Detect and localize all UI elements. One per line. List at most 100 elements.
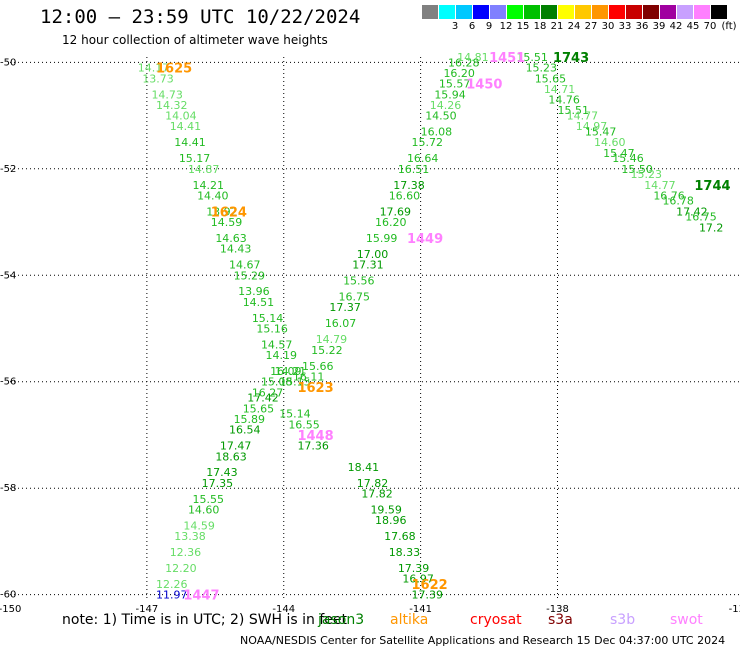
wave-height-label: 15.50 (621, 163, 653, 176)
legend-swatch (507, 5, 523, 19)
wave-height-label: 15.65 (243, 402, 275, 415)
wave-height-label: 17.42 (676, 205, 708, 218)
wave-height-label: 17.00 (357, 248, 389, 261)
wave-height-label: 14.57 (261, 338, 293, 351)
wave-height-label: 15.51 (558, 104, 590, 117)
wave-height-label: 16.28 (448, 56, 480, 69)
wave-height-label: 13.92 (206, 205, 238, 218)
note-text: note: 1) Time is in UTC; 2) SWH is in fe… (62, 612, 347, 628)
wave-height-label: 15.99 (366, 232, 398, 245)
wave-height-label: 16.75 (685, 211, 717, 224)
wave-height-map[interactable]: -150 -147 -144 -141 -138 -134 -50 -52 -54 -56 -58 -… (0, 0, 740, 612)
legend-swatch (643, 5, 659, 19)
pass-time-label: 1744 (694, 179, 730, 194)
wave-height-label: 17.68 (384, 530, 416, 543)
legend-swatch (456, 5, 472, 19)
wave-height-label: 16.51 (398, 163, 430, 176)
wave-height-label: 19.59 (370, 504, 402, 517)
wave-height-label: 17.35 (202, 477, 234, 490)
wave-height-label: 13.73 (142, 72, 174, 85)
wave-height-label: 17.82 (357, 477, 389, 490)
wave-height-label: 14.41 (174, 136, 206, 149)
wave-height-label: 16.27 (252, 386, 284, 399)
wave-height-label: 18.63 (215, 450, 247, 463)
wave-height-label: 14.51 (243, 296, 275, 309)
wave-height-label: 16.11 (293, 370, 325, 383)
wave-height-label: 14.50 (425, 110, 457, 123)
legend-swatch (490, 5, 506, 19)
legend-swatch (439, 5, 455, 19)
legend-swatch (626, 5, 642, 19)
wave-height-label: 14.40 (197, 189, 229, 202)
legend-swatch (711, 5, 727, 19)
wave-height-label: 15.14 (252, 312, 284, 325)
wave-height-label: 18.33 (389, 546, 421, 559)
wave-height-label: 15.55 (193, 493, 225, 506)
wave-height-label: 18.96 (375, 514, 407, 527)
wave-height-label: 16.75 (339, 291, 371, 304)
wave-height-label: 17.31 (352, 259, 384, 272)
footer-credit: NOAA/NESDIS Center for Satellite Applica… (240, 634, 726, 647)
legend-label: 70 (703, 21, 717, 32)
wave-height-label: 14.97 (576, 120, 608, 133)
wave-height-label: 15.94 (434, 88, 466, 101)
satellite-name-swot: swot (670, 612, 703, 628)
wave-height-label: 14.21 (275, 365, 307, 378)
wave-height-label: 14.79 (316, 333, 348, 346)
wave-height-label: 14.59 (211, 216, 243, 229)
lat-tick-label: -52 (0, 164, 16, 175)
wave-height-label: 11.97 (156, 589, 188, 602)
legend-swatch (558, 5, 574, 19)
wave-height-label: 14.26 (430, 99, 462, 112)
wave-height-label: 16.08 (421, 126, 453, 139)
wave-height-label: 14.17 (138, 62, 170, 75)
legend-label: 42 (669, 21, 683, 32)
lat-tick-label: -50 (0, 57, 16, 68)
legend-label: 33 (618, 21, 632, 32)
legend-swatch (541, 5, 557, 19)
wave-height-label: 16.20 (443, 67, 475, 80)
wave-height-label: 14.21 (193, 179, 225, 192)
wave-height-label: 13.96 (238, 285, 270, 298)
lat-tick-label: -54 (0, 270, 16, 281)
note-label: note: 1) Time is in UTC; 2) SWH is in fe… (62, 612, 348, 628)
lon-tick-label: -141 (409, 604, 432, 612)
wave-height-label: 16.78 (662, 195, 694, 208)
pass-time-label: 1743 (553, 51, 589, 66)
map-grid (10, 57, 740, 600)
wave-height-label: 15.57 (439, 78, 471, 91)
satellite-name-s3b: s3b (610, 612, 636, 628)
pass-time-label: 1622 (412, 578, 448, 593)
wave-height-label: 17.38 (393, 179, 425, 192)
lon-tick-label: -150 (0, 604, 21, 612)
legend-swatch (677, 5, 693, 19)
satellite-name-jason3: jason3 (318, 612, 365, 628)
pass-time-label: 1625 (156, 62, 192, 77)
wave-height-label: 15.14 (279, 408, 311, 421)
wave-height-label: 15.89 (234, 413, 266, 426)
wave-height-label: 16.55 (288, 418, 320, 431)
wave-height-label: 14.43 (220, 243, 252, 256)
wave-height-label: 15.46 (612, 152, 644, 165)
legend-swatch (473, 5, 489, 19)
wave-height-label: 15.17 (179, 152, 211, 165)
wave-height-label: 16.20 (375, 216, 407, 229)
legend-label: 15 (516, 21, 530, 32)
legend-label: 21 (550, 21, 564, 32)
legend-label: 27 (584, 21, 598, 32)
page-title: 12:00 — 23:59 UTC 10/22/2024 (40, 6, 361, 28)
map-tick-labels: -150 -147 -144 -141 -138 -134 -50 -52 -54 -56 -58 -… (0, 57, 740, 612)
wave-height-label: 14.71 (544, 83, 576, 96)
wave-height-label: 14.59 (183, 519, 215, 532)
wave-height-label: 14.81 (457, 51, 489, 64)
legend-label: 30 (601, 21, 615, 32)
wave-height-label: 15.56 (343, 275, 375, 288)
page-subtitle: 12 hour collection of altimeter wave hei… (62, 33, 328, 47)
legend-swatch (592, 5, 608, 19)
wave-height-label: 14.32 (156, 99, 188, 112)
legend-label: 9 (485, 21, 493, 32)
wave-height-label: 17.43 (206, 466, 238, 479)
lat-tick-label: -56 (0, 377, 16, 388)
wave-height-label: 14.63 (215, 232, 247, 245)
lon-tick-label: -138 (546, 604, 569, 612)
